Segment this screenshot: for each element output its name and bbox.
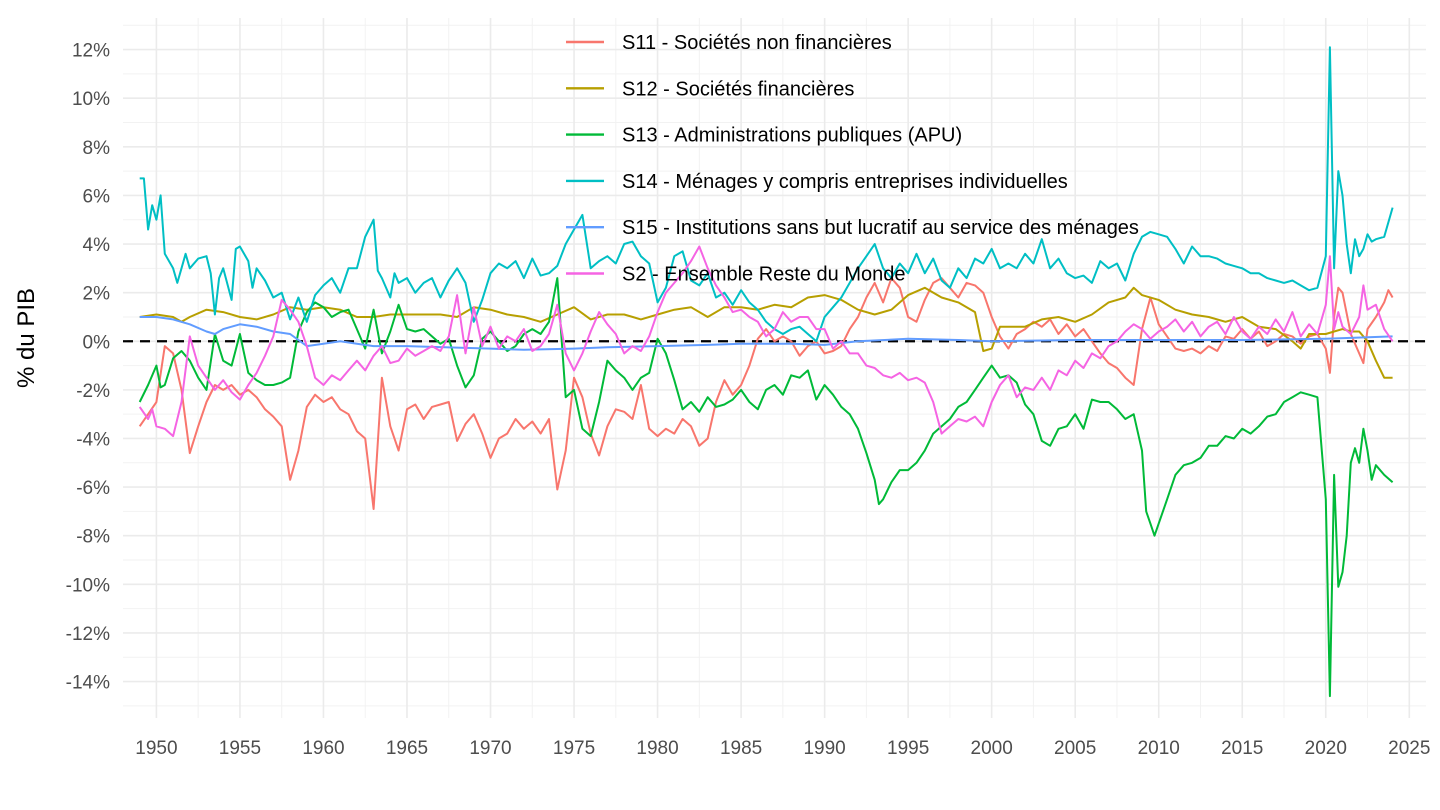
y-tick-label: -8% xyxy=(76,527,110,548)
series-line-6 xyxy=(138,245,1394,438)
x-tick-label: 2020 xyxy=(1305,738,1347,759)
x-tick-label: 1950 xyxy=(135,738,177,759)
grid xyxy=(123,18,1426,718)
y-tick-label: 6% xyxy=(83,186,111,207)
y-tick-label: -4% xyxy=(76,429,110,450)
legend-label: S11 - Sociétés non financières xyxy=(622,32,892,54)
series-line-4 xyxy=(139,46,1394,343)
legend-label: S13 - Administrations publiques (APU) xyxy=(622,125,962,147)
legend-label: S12 - Sociétés financières xyxy=(622,78,854,100)
y-tick-label: 10% xyxy=(72,89,110,110)
x-tick-label: 1990 xyxy=(803,738,845,759)
y-tick-label: 2% xyxy=(83,284,111,305)
x-tick-label: 1985 xyxy=(720,738,762,759)
legend-item-2: S12 - Sociétés financières xyxy=(566,78,854,100)
x-tick-label: 2015 xyxy=(1221,738,1263,759)
y-tick-label: 0% xyxy=(83,332,111,353)
legend-item-3: S13 - Administrations publiques (APU) xyxy=(566,125,962,147)
y-tick-label: -12% xyxy=(66,624,110,645)
legend-item-6: S2 - Ensemble Reste du Monde xyxy=(566,264,906,286)
y-tick-label: 12% xyxy=(72,41,110,62)
x-tick-label: 2005 xyxy=(1054,738,1096,759)
series-line-3 xyxy=(138,277,1394,698)
x-tick-label: 1995 xyxy=(887,738,929,759)
y-tick-label: -2% xyxy=(76,381,110,402)
legend-item-1: S11 - Sociétés non financières xyxy=(566,32,892,54)
legend-item-5: S15 - Institutions sans but lucratif au … xyxy=(566,217,1139,239)
x-tick-label: 1955 xyxy=(219,738,261,759)
x-tick-label: 2025 xyxy=(1388,738,1430,759)
series-group xyxy=(138,46,1394,698)
series-line-5 xyxy=(139,316,1393,351)
x-tick-label: 1980 xyxy=(636,738,678,759)
legend-item-4: S14 - Ménages y compris entreprises indi… xyxy=(566,171,1068,193)
x-tick-label: 1970 xyxy=(469,738,511,759)
axes: 1950 1955 1960 1965 1970 1975 1980 1985 1990 1995… xyxy=(66,41,1431,759)
x-tick-label: 2010 xyxy=(1138,738,1180,759)
y-axis-title: % du PIB xyxy=(13,288,40,388)
x-tick-label: 1960 xyxy=(302,738,344,759)
x-tick-label: 2000 xyxy=(971,738,1013,759)
legend-label: S2 - Ensemble Reste du Monde xyxy=(622,264,906,286)
y-tick-label: -14% xyxy=(66,673,110,694)
x-tick-label: 1975 xyxy=(553,738,595,759)
y-tick-label: -10% xyxy=(66,575,110,596)
y-tick-label: 4% xyxy=(83,235,111,256)
y-tick-label: -6% xyxy=(76,478,110,499)
legend-label: S15 - Institutions sans but lucratif au … xyxy=(622,217,1139,239)
series-line-2 xyxy=(139,286,1393,379)
x-tick-label: 1965 xyxy=(386,738,428,759)
series-line-1 xyxy=(138,277,1394,510)
legend-label: S14 - Ménages y compris entreprises indi… xyxy=(622,171,1068,193)
y-tick-label: 8% xyxy=(83,138,111,159)
legend: S11 - Sociétés non financières S12 - Soci… xyxy=(566,32,1139,286)
